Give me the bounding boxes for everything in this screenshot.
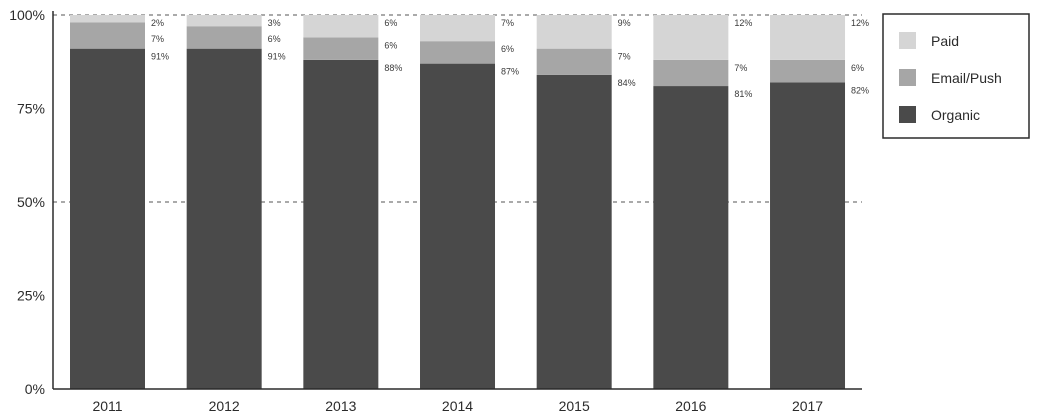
bar-email-push-2012 <box>186 26 262 49</box>
x-tick-label-2013: 2013 <box>325 398 356 414</box>
data-label-email-push-2013: 6% <box>384 40 397 50</box>
bar-email-push-2015 <box>536 48 612 75</box>
bar-email-push-2016 <box>653 59 729 87</box>
data-label-paid-2012: 3% <box>268 18 281 28</box>
data-labels: 91% 7% 2% 91% 6% 3% 88% 6% 6% 87% 6% 7% 84% 7% 9% 81% 7%… <box>151 18 869 99</box>
bar-paid-2012 <box>186 15 262 27</box>
data-label-email-push-2017: 6% <box>851 63 864 73</box>
bar-email-push-2011 <box>70 22 145 49</box>
legend-swatch-email-push <box>899 69 916 86</box>
legend-label-organic: Organic <box>931 107 980 123</box>
legend-label-paid: Paid <box>931 33 959 49</box>
data-label-paid-2017: 12% <box>851 18 869 28</box>
data-label-email-push-2012: 6% <box>268 34 281 44</box>
bar-email-push-2017 <box>770 59 846 83</box>
data-label-organic-2016: 81% <box>734 89 752 99</box>
bar-organic-2011 <box>70 48 145 389</box>
data-label-email-push-2015: 7% <box>618 52 631 62</box>
x-tick-label-2011: 2011 <box>92 398 122 414</box>
bar-organic-2016 <box>653 86 729 389</box>
data-label-organic-2012: 91% <box>268 52 286 62</box>
data-label-paid-2013: 6% <box>384 18 397 28</box>
data-label-organic-2011: 91% <box>151 52 169 62</box>
y-tick-label-50: 50% <box>17 194 45 210</box>
y-tick-label-100: 100% <box>9 7 45 23</box>
y-tick-label-75: 75% <box>17 101 45 117</box>
bar-paid-2015 <box>536 15 612 49</box>
axes: 2011 2012 2013 2014 2015 2016 2017 0% 25% 50% 75% 1… <box>9 7 862 414</box>
data-label-organic-2013: 88% <box>384 63 402 73</box>
y-tick-label-25: 25% <box>17 288 45 304</box>
data-label-paid-2014: 7% <box>501 18 514 28</box>
y-tick-label-0: 0% <box>25 381 45 397</box>
bar-organic-2014 <box>420 63 496 390</box>
data-label-email-push-2016: 7% <box>734 63 747 73</box>
data-label-organic-2014: 87% <box>501 67 519 77</box>
data-label-paid-2016: 12% <box>734 18 752 28</box>
bar-organic-2012 <box>186 48 262 389</box>
x-tick-label-2016: 2016 <box>675 398 706 414</box>
legend: Paid Email/Push Organic <box>882 13 1030 139</box>
data-label-organic-2017: 82% <box>851 85 869 95</box>
x-tick-label-2017: 2017 <box>792 398 823 414</box>
legend-swatch-organic <box>899 106 916 123</box>
data-label-paid-2015: 9% <box>618 18 631 28</box>
bar-paid-2016 <box>653 15 729 60</box>
data-label-paid-2011: 2% <box>151 18 164 28</box>
data-label-email-push-2011: 7% <box>151 34 164 44</box>
bar-paid-2011 <box>70 15 145 23</box>
x-tick-label-2015: 2015 <box>559 398 590 414</box>
bar-organic-2015 <box>536 74 612 389</box>
bar-email-push-2013 <box>303 37 379 60</box>
legend-label-email-push: Email/Push <box>931 70 1002 86</box>
bar-paid-2017 <box>770 15 846 60</box>
bars <box>70 15 846 390</box>
bar-paid-2013 <box>303 15 379 38</box>
data-label-organic-2015: 84% <box>618 78 636 88</box>
x-tick-label-2014: 2014 <box>442 398 473 414</box>
x-tick-label-2012: 2012 <box>209 398 240 414</box>
legend-swatch-paid <box>899 32 916 49</box>
bar-organic-2013 <box>303 59 379 389</box>
bar-email-push-2014 <box>420 41 496 64</box>
data-label-email-push-2014: 6% <box>501 44 514 54</box>
bar-paid-2014 <box>420 15 496 42</box>
bar-organic-2017 <box>770 82 846 389</box>
